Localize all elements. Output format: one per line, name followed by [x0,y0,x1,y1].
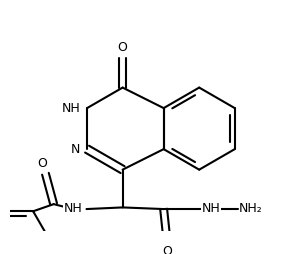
Text: O: O [118,41,128,54]
Text: O: O [162,245,172,254]
Text: NH: NH [62,102,81,115]
Text: N: N [71,143,81,156]
Text: NH₂: NH₂ [239,202,263,215]
Text: O: O [37,157,47,170]
Text: NH: NH [202,202,220,215]
Text: NH: NH [64,202,82,215]
